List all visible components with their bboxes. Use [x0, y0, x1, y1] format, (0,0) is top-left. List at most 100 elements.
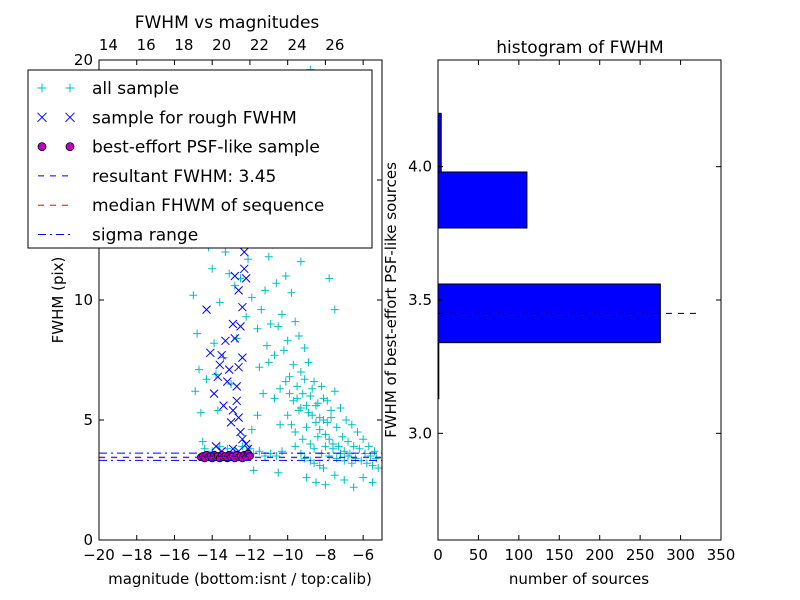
- data-point: [300, 344, 309, 352]
- scatter-x-label: magnitude (bottom:isnt / top:calib): [108, 570, 372, 588]
- data-point: [302, 473, 311, 482]
- scatter-title: FWHM vs magnitudes: [135, 13, 320, 33]
- x-tick-label: −12: [234, 546, 266, 564]
- data-point: [210, 339, 219, 348]
- data-point: [319, 464, 328, 472]
- data-point: [330, 471, 339, 480]
- legend-entry: median FHWM of sequence: [38, 196, 324, 216]
- data-point: [332, 454, 341, 463]
- data-point: [279, 346, 288, 355]
- x-tick-label: 50: [469, 546, 488, 564]
- data-point: [298, 435, 307, 444]
- data-point: [311, 478, 320, 487]
- data-point: [189, 291, 198, 300]
- y-tick-label: 3.0: [408, 424, 432, 442]
- data-point: [278, 447, 287, 456]
- data-point: [222, 377, 232, 386]
- x-tick-label: 200: [585, 546, 614, 564]
- data-point: [289, 360, 298, 369]
- data-point: [296, 368, 305, 376]
- data-point: [285, 389, 294, 398]
- legend-label: sigma range: [92, 226, 198, 246]
- data-point: [253, 324, 262, 333]
- top-tick-label: 24: [288, 36, 307, 54]
- legend-entry: sigma range: [38, 226, 198, 246]
- data-point: [259, 389, 268, 398]
- data-point: [278, 310, 287, 319]
- data-point: [302, 401, 311, 410]
- y-tick-label: 0: [83, 531, 93, 549]
- series-best-effort-psf-like-sample: [196, 449, 254, 463]
- data-point: [232, 334, 241, 343]
- data-point: [232, 396, 242, 406]
- histogram-panel: histogram of FWHM 0 50 100 150 200 250 300 350 …: [382, 38, 735, 588]
- legend-entry: sample for rough FWHM: [37, 108, 297, 128]
- data-point: [283, 336, 292, 345]
- y-tick-label: 4.0: [408, 158, 432, 176]
- data-point: [274, 322, 283, 331]
- data-point: [298, 389, 307, 398]
- data-point: [315, 413, 324, 422]
- data-point: [325, 452, 334, 460]
- data-point: [311, 418, 320, 427]
- data-point: [334, 442, 343, 451]
- legend-box: [27, 69, 373, 249]
- data-point: [238, 434, 247, 444]
- legend-label: median FHWM of sequence: [92, 196, 324, 216]
- data-point: [226, 418, 236, 427]
- data-point: [359, 435, 368, 444]
- data-point: [253, 411, 262, 420]
- histogram-y-label: FWHM of best-effort PSF-like sources: [382, 162, 400, 438]
- data-point: [255, 363, 264, 372]
- data-point: [194, 365, 203, 374]
- data-point: [224, 365, 234, 374]
- data-point: [232, 382, 242, 391]
- data-point: [244, 255, 253, 264]
- histogram-plot-area: [438, 112, 697, 400]
- top-tick-label: 18: [174, 36, 193, 54]
- y-tick-label: 10: [74, 291, 93, 309]
- data-point: [202, 375, 211, 384]
- histogram-title: histogram of FWHM: [496, 38, 663, 58]
- top-tick-label: 16: [137, 36, 156, 54]
- data-point: [296, 404, 305, 412]
- data-point: [247, 425, 256, 434]
- x-tick-label: 100: [505, 546, 534, 564]
- histogram-x-label: number of sources: [509, 570, 649, 588]
- top-tick-label: 14: [99, 36, 118, 54]
- data-point: [281, 377, 290, 386]
- data-point: [319, 394, 328, 403]
- data-point: [349, 483, 358, 492]
- data-point: [321, 480, 330, 489]
- legend-label: all sample: [92, 79, 179, 99]
- data-point: [291, 442, 300, 451]
- data-point: [234, 413, 243, 422]
- legend-entry: resultant FWHM: 3.45: [38, 167, 276, 187]
- data-point: [236, 322, 245, 331]
- x-tick-label: −20: [83, 546, 115, 564]
- data-point: [325, 435, 334, 444]
- data-point: [276, 384, 285, 393]
- x-tick-label: 300: [666, 546, 695, 564]
- data-point: [234, 362, 243, 372]
- data-point: [266, 320, 275, 328]
- scatter-top-axis: 14 16 18 20 22 24 26: [99, 36, 344, 54]
- data-point: [304, 358, 313, 367]
- data-point: [315, 425, 324, 434]
- data-point: [270, 351, 279, 360]
- legend-entry: all sample: [37, 79, 179, 99]
- data-point: [300, 454, 309, 463]
- data-point: [368, 461, 377, 470]
- data-point: [234, 286, 243, 295]
- data-point: [274, 468, 283, 477]
- scatter-bottom-axis: −20 −18 −16 −14 −12 −10 −8 −6: [83, 60, 374, 564]
- x-tick-label: −6: [352, 546, 374, 564]
- data-point: [359, 473, 368, 482]
- data-point: [193, 329, 202, 338]
- data-point: [336, 404, 345, 412]
- data-point: [293, 382, 302, 391]
- data-point: [291, 317, 300, 326]
- data-point: [249, 466, 258, 475]
- data-point: [310, 377, 319, 386]
